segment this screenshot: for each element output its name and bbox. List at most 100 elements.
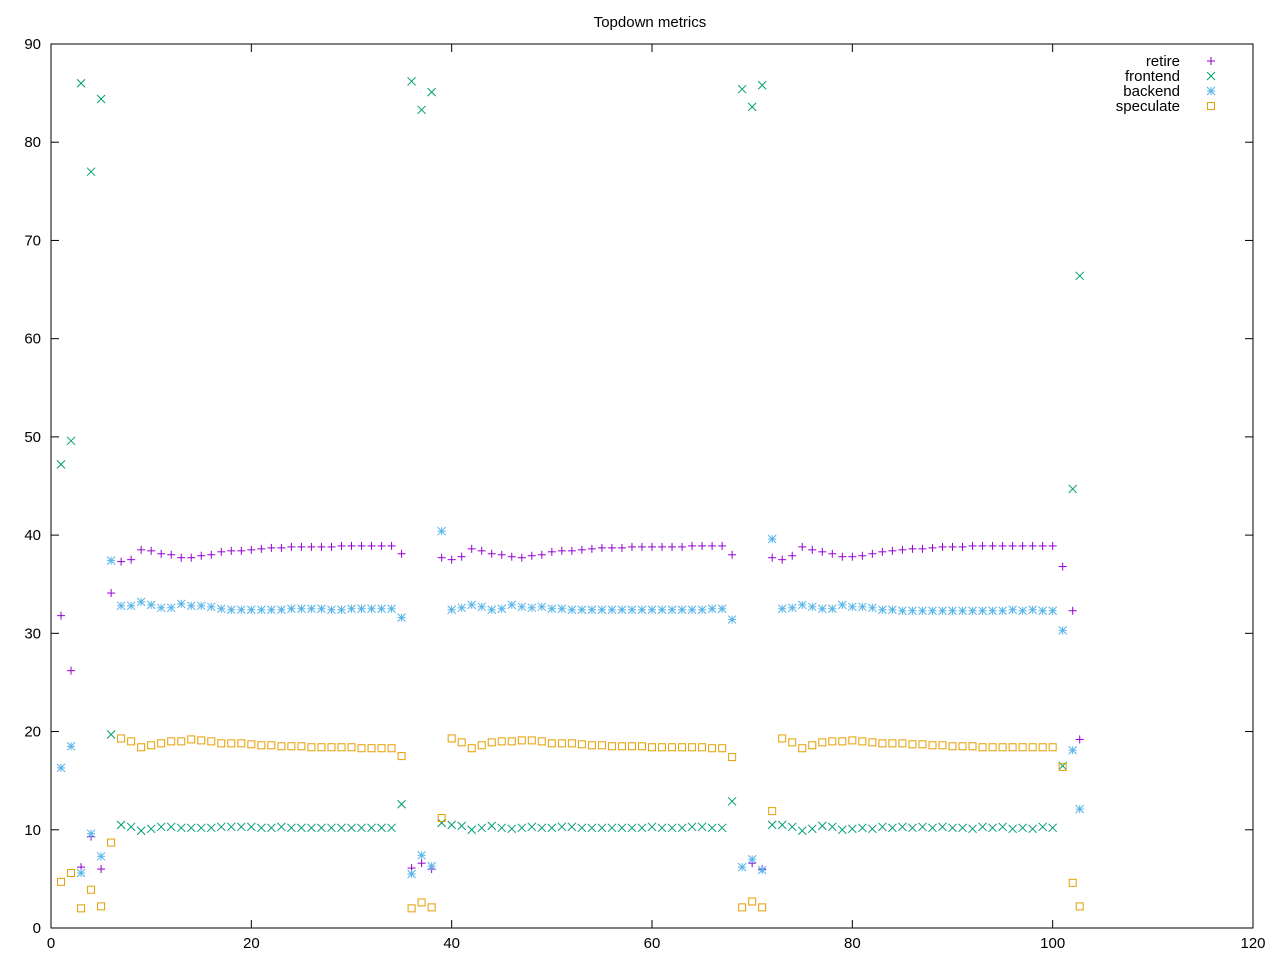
- frontend-point: [737, 84, 747, 94]
- backend-point: [377, 604, 386, 614]
- retire-point: [317, 542, 326, 551]
- speculate-point: [808, 741, 817, 750]
- retire-point: [397, 549, 406, 558]
- speculate-point: [848, 736, 857, 745]
- frontend-point: [777, 820, 787, 830]
- backend-point: [56, 763, 66, 773]
- y-tick-label: 70: [24, 232, 41, 249]
- frontend-point: [267, 823, 276, 833]
- backend-point: [186, 601, 196, 611]
- retire-point: [1075, 735, 1084, 744]
- frontend-point: [687, 822, 697, 832]
- frontend-point: [156, 822, 166, 832]
- y-tick-label: 20: [24, 724, 41, 741]
- backend-point: [487, 605, 497, 615]
- legend-label-backend: backend: [1123, 83, 1180, 100]
- retire-point: [337, 541, 346, 550]
- x-tick-label: 20: [243, 935, 260, 952]
- frontend-point: [888, 823, 897, 833]
- retire-point: [117, 557, 126, 566]
- frontend-point: [567, 822, 577, 832]
- backend-point: [1028, 605, 1037, 615]
- backend-point: [647, 605, 657, 615]
- y-tick-label: 80: [24, 134, 41, 151]
- backend-point: [176, 599, 186, 609]
- legend-marker-speculate: [1207, 102, 1215, 110]
- frontend-point: [1048, 823, 1058, 833]
- speculate-point: [958, 742, 967, 751]
- retire-point: [347, 541, 356, 550]
- frontend-point: [978, 822, 987, 832]
- retire-point: [357, 541, 366, 550]
- series-frontend: [56, 76, 1085, 836]
- retire-point: [878, 547, 887, 556]
- retire-point: [567, 546, 576, 555]
- retire-point: [627, 542, 636, 551]
- speculate-point: [888, 739, 897, 748]
- speculate-point: [708, 744, 717, 753]
- frontend-point: [677, 823, 687, 833]
- speculate-point: [337, 743, 346, 752]
- frontend-point: [857, 823, 867, 833]
- frontend-point: [297, 823, 306, 833]
- speculate-point: [698, 743, 707, 752]
- backend-point: [998, 606, 1007, 616]
- retire-point: [828, 549, 837, 558]
- retire-point: [708, 541, 717, 550]
- series-retire: [57, 541, 1084, 874]
- frontend-point: [968, 824, 977, 834]
- speculate-point: [617, 742, 626, 751]
- retire-point: [137, 545, 146, 554]
- frontend-point: [617, 823, 627, 833]
- retire-point: [287, 542, 296, 551]
- speculate-point: [447, 734, 456, 743]
- backend-point: [1068, 745, 1078, 755]
- backend-point: [547, 604, 557, 614]
- speculate-point: [317, 743, 326, 752]
- retire-point: [377, 541, 386, 550]
- backend-point: [868, 603, 877, 613]
- backend-point: [267, 605, 276, 615]
- retire-point: [648, 542, 656, 551]
- speculate-point: [347, 743, 356, 752]
- frontend-point: [787, 822, 797, 832]
- retire-point: [267, 543, 276, 552]
- speculate-point: [137, 743, 146, 752]
- retire-point: [658, 542, 667, 551]
- frontend-point: [657, 823, 667, 833]
- backend-point: [297, 604, 306, 614]
- legend-marker-retire: [1207, 57, 1215, 65]
- frontend-point: [467, 825, 477, 835]
- backend-point: [837, 600, 847, 610]
- backend-point: [827, 604, 837, 614]
- backend-point: [246, 605, 256, 615]
- retire-point: [998, 541, 1007, 550]
- retire-point: [507, 552, 516, 561]
- retire-point: [1018, 541, 1027, 550]
- speculate-point: [1038, 743, 1047, 752]
- frontend-point: [226, 822, 236, 832]
- speculate-point: [527, 736, 536, 745]
- x-tick-label: 60: [644, 935, 661, 952]
- backend-point: [938, 606, 947, 616]
- speculate-point: [627, 742, 636, 751]
- speculate-point: [1058, 762, 1067, 771]
- retire-point: [367, 541, 376, 550]
- backend-point: [196, 601, 206, 611]
- backend-point: [166, 603, 176, 613]
- y-tick-label: 50: [24, 429, 41, 446]
- backend-point: [1075, 804, 1085, 814]
- speculate-point: [77, 904, 86, 913]
- frontend-point: [307, 823, 316, 833]
- speculate-point: [587, 741, 596, 750]
- retire-point: [447, 555, 456, 564]
- frontend-point: [487, 821, 497, 831]
- frontend-point: [878, 822, 887, 832]
- retire-point: [127, 555, 136, 564]
- retire-point: [1038, 541, 1047, 550]
- frontend-point: [958, 823, 967, 833]
- frontend-point: [637, 823, 647, 833]
- backend-point: [958, 606, 967, 616]
- speculate-point: [818, 738, 827, 747]
